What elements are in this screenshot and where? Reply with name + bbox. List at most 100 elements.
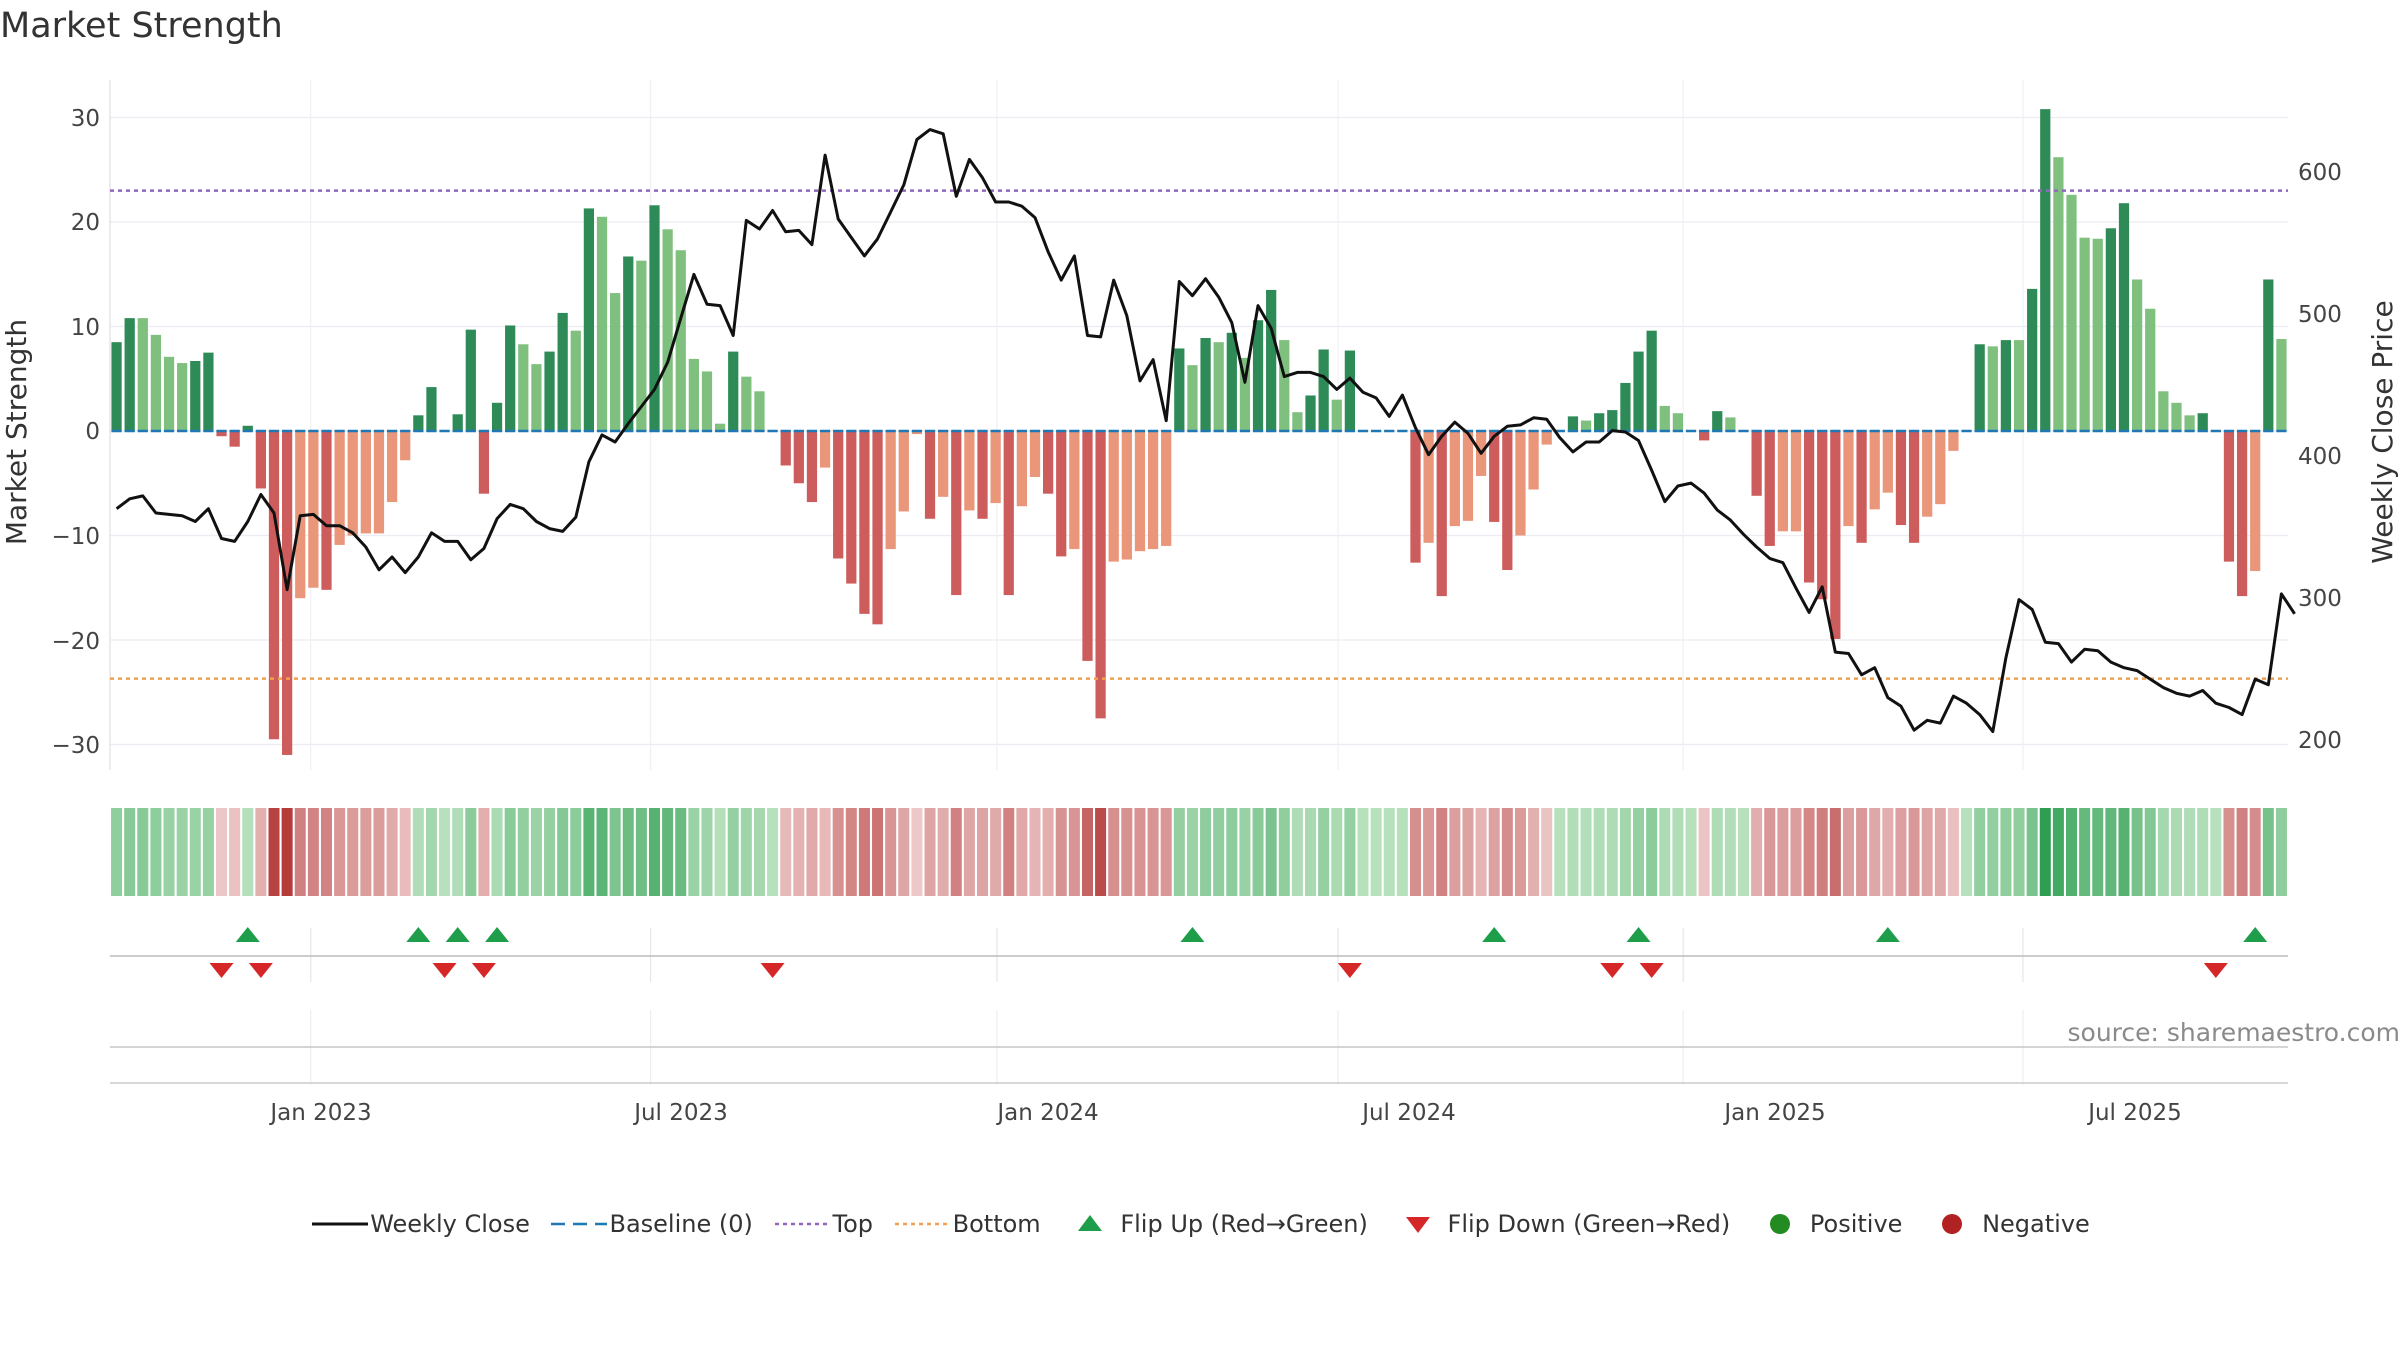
heat-cell (1974, 808, 1986, 896)
heat-cell (2184, 808, 2196, 896)
heat-cell (281, 808, 293, 896)
heat-cell (1396, 808, 1408, 896)
heat-cell (1501, 808, 1513, 896)
heat-cell (111, 808, 123, 896)
strength-bar (150, 334, 162, 431)
reference-lines (110, 189, 2288, 680)
strength-bar (1817, 431, 1828, 600)
heat-cell (334, 808, 346, 896)
heat-cell (1895, 808, 1907, 896)
strength-bar (570, 330, 581, 431)
heat-cell (163, 808, 175, 896)
heat-cell (1737, 808, 1750, 896)
heat-cell (832, 808, 844, 896)
heat-cell (320, 808, 332, 896)
legend-item-weekly-close: Weekly Close (310, 1210, 530, 1238)
y-right-tick-label: 200 (2298, 728, 2342, 754)
heat-cell (1423, 808, 1435, 896)
heat-cell (242, 808, 254, 896)
x-tick-label: Jan 2023 (268, 1100, 371, 1126)
x-tick-label: Jul 2024 (1360, 1100, 1456, 1126)
strength-bar (229, 431, 240, 447)
heat-cell (1514, 808, 1526, 896)
strength-bar (911, 431, 923, 435)
heat-cell (1488, 808, 1500, 896)
flip-up-marker (1875, 927, 1900, 942)
heat-cell (1291, 808, 1303, 896)
heat-cell (1226, 808, 1238, 896)
flip-down-marker (248, 963, 273, 978)
heat-cell (2026, 808, 2038, 896)
x-tick-label: Jan 2024 (995, 1100, 1098, 1126)
strength-bar (1489, 431, 1500, 522)
y-tick-label: −20 (51, 629, 100, 655)
heat-cell (386, 808, 398, 896)
strength-bar (347, 431, 358, 536)
flip-down-marker (432, 963, 457, 978)
heat-cell (1409, 808, 1421, 896)
heat-cell (1370, 808, 1382, 896)
heat-cell (1239, 808, 1251, 896)
heat-cell (1200, 808, 1212, 896)
heat-cell (2170, 808, 2182, 896)
heat-cell (1921, 808, 1933, 896)
strength-bar (833, 431, 844, 559)
heat-cell (544, 808, 556, 896)
strength-bar (819, 431, 831, 468)
strength-bar (1410, 431, 1421, 563)
y-axis-label: Market Strength (0, 319, 33, 545)
heat-cell (1908, 808, 1920, 896)
strength-bar (649, 205, 660, 431)
strength-bar (885, 431, 896, 550)
strength-bar (1672, 413, 1684, 431)
strength-bar (1200, 337, 1211, 431)
heat-cell (1383, 808, 1395, 896)
heat-cell (216, 808, 228, 896)
strength-bar (1948, 431, 1959, 451)
heat-cell (609, 808, 621, 896)
heat-cell (780, 808, 792, 896)
strength-bar (1935, 431, 1946, 505)
strength-bar (1069, 431, 1080, 550)
heat-cell (1475, 808, 1487, 896)
heat-cell (1554, 808, 1566, 896)
heat-cell (570, 808, 582, 896)
heat-cell (1829, 808, 1841, 896)
legend: Weekly Close Baseline (0) Top Bottom Fli… (0, 1210, 2400, 1244)
red-dot-icon (1942, 1214, 1963, 1234)
heat-cell (583, 808, 595, 896)
heat-cell (504, 808, 516, 896)
strength-bar (951, 431, 962, 596)
flip-markers (209, 927, 2268, 978)
strength-bar (1987, 346, 1998, 431)
strength-bar (111, 342, 122, 431)
strength-bar (334, 431, 345, 545)
heat-cell (399, 808, 411, 896)
heat-cell (596, 808, 608, 896)
heat-cell (1790, 808, 1802, 896)
strength-bar (242, 425, 253, 431)
heat-cell (1934, 808, 1946, 896)
legend-label: Bottom (952, 1210, 1041, 1238)
heat-cell (2000, 808, 2012, 896)
strength-bar (806, 431, 818, 503)
strength-bar (990, 431, 1001, 504)
strength-bar (2171, 402, 2182, 431)
strength-bar (1882, 431, 1893, 493)
strength-bar (203, 352, 214, 431)
strength-bar (938, 431, 949, 497)
heat-cell (924, 808, 936, 896)
heat-cell (294, 808, 306, 896)
strength-bar (465, 329, 476, 431)
strength-bar (1869, 431, 1880, 510)
strength-bar (2118, 203, 2130, 431)
heat-cell (1121, 808, 1133, 896)
strength-bar (1803, 431, 1815, 583)
heat-cell (1724, 808, 1736, 896)
strength-bar (793, 431, 804, 484)
heat-cell (622, 808, 634, 896)
heat-cell (1252, 808, 1264, 896)
strength-bar (596, 216, 608, 431)
heat-cell (1685, 808, 1697, 896)
heat-cell (2092, 808, 2104, 896)
